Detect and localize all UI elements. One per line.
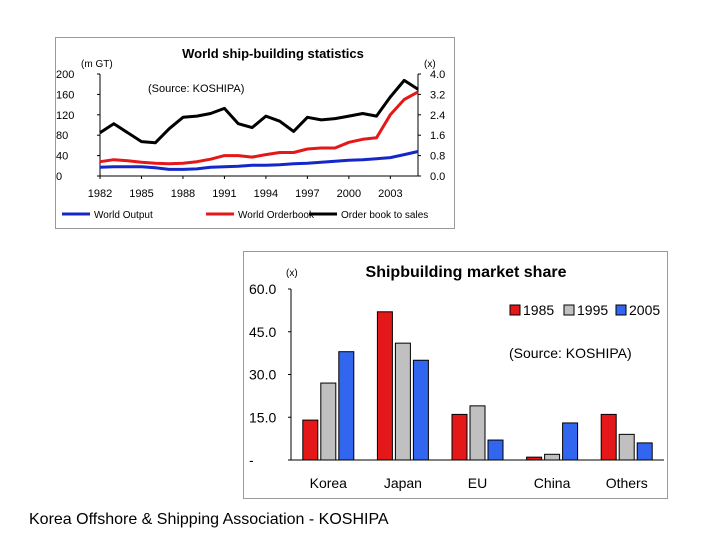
bar-korea-2005: [338, 351, 355, 461]
bar-eu-2005: [487, 439, 504, 461]
y-tick-label: 60.0: [249, 281, 276, 297]
x-category-label: Japan: [384, 475, 422, 491]
y-tick-label: 200: [56, 69, 74, 81]
bar-japan-1995: [394, 342, 411, 461]
chart-title: Shipbuilding market share: [366, 264, 567, 281]
series-line-world-output: [99, 150, 419, 171]
x-category-label: Others: [606, 475, 648, 491]
legend-swatch: [563, 304, 575, 316]
legend-label: 1985: [523, 302, 554, 318]
bar-others-2005: [636, 442, 653, 461]
x-tick-label: 1991: [212, 188, 236, 200]
bar-others-1995: [618, 433, 635, 461]
x-category-label: China: [534, 475, 571, 491]
bar-others-1985: [600, 413, 617, 461]
bar-eu-1995: [469, 405, 486, 461]
series-line-world-orderbook: [99, 90, 419, 166]
right-axis-unit: (x): [424, 59, 436, 70]
y-axis-unit: (x): [286, 268, 298, 279]
x-tick-label: 2003: [378, 188, 402, 200]
legend-label: 1995: [577, 302, 608, 318]
legend-swatch: [509, 304, 521, 316]
y2-tick-label: 3.2: [430, 89, 445, 101]
bar-japan-1985: [376, 311, 393, 461]
bar-korea-1985: [302, 419, 319, 461]
bar-korea-1995: [320, 382, 337, 461]
x-category-label: EU: [468, 475, 487, 491]
world-shipbuilding-chart-panel: World ship-building statistics (m GT) (x…: [55, 37, 455, 229]
y-tick-label: 30.0: [249, 367, 276, 383]
world-shipbuilding-line-chart: World ship-building statistics (m GT) (x…: [56, 46, 445, 221]
caption: Korea Offshore & Shipping Association - …: [29, 511, 389, 528]
y-tick-label: 80: [56, 130, 68, 142]
bar-eu-1985: [451, 413, 468, 461]
y-tick-label: 160: [56, 89, 74, 101]
market-share-chart-panel: Shipbuilding market share (x) (Source: K…: [243, 251, 668, 499]
y-tick-label: 120: [56, 110, 74, 122]
legend-label: Order book to sales: [341, 210, 428, 221]
left-axis-unit: (m GT): [81, 59, 113, 70]
legend-label: World Orderbook: [238, 210, 315, 221]
x-tick-label: 1985: [129, 188, 153, 200]
y-tick-label: -: [249, 452, 254, 468]
source-note: (Source: KOSHIPA): [509, 345, 632, 361]
chart-title: World ship-building statistics: [182, 46, 364, 61]
bar-china-1995: [544, 453, 561, 461]
y2-tick-label: 1.6: [430, 130, 445, 142]
series-line-order-book-to-sales: [99, 78, 419, 145]
x-tick-label: 1988: [171, 188, 195, 200]
x-tick-label: 2000: [337, 188, 361, 200]
y-tick-label: 45.0: [249, 324, 276, 340]
y-tick-label: 40: [56, 151, 68, 163]
x-tick-label: 1997: [295, 188, 319, 200]
y2-tick-label: 0.0: [430, 171, 445, 183]
y2-tick-label: 2.4: [430, 110, 445, 122]
x-category-label: Korea: [310, 475, 348, 491]
x-tick-label: 1982: [88, 188, 112, 200]
source-note: (Source: KOSHIPA): [148, 83, 244, 95]
x-tick-label: 1994: [254, 188, 278, 200]
y2-tick-label: 4.0: [430, 69, 445, 81]
market-share-bar-chart: Shipbuilding market share (x) (Source: K…: [249, 264, 664, 491]
legend-swatch: [615, 304, 627, 316]
legend-label: World Output: [94, 210, 153, 221]
y2-tick-label: 0.8: [430, 151, 445, 163]
bar-china-2005: [562, 422, 579, 461]
y-tick-label: 15.0: [249, 409, 276, 425]
bar-china-1985: [526, 456, 543, 461]
legend-label: 2005: [629, 302, 660, 318]
y-tick-label: 0: [56, 171, 62, 183]
bar-japan-2005: [412, 359, 429, 461]
